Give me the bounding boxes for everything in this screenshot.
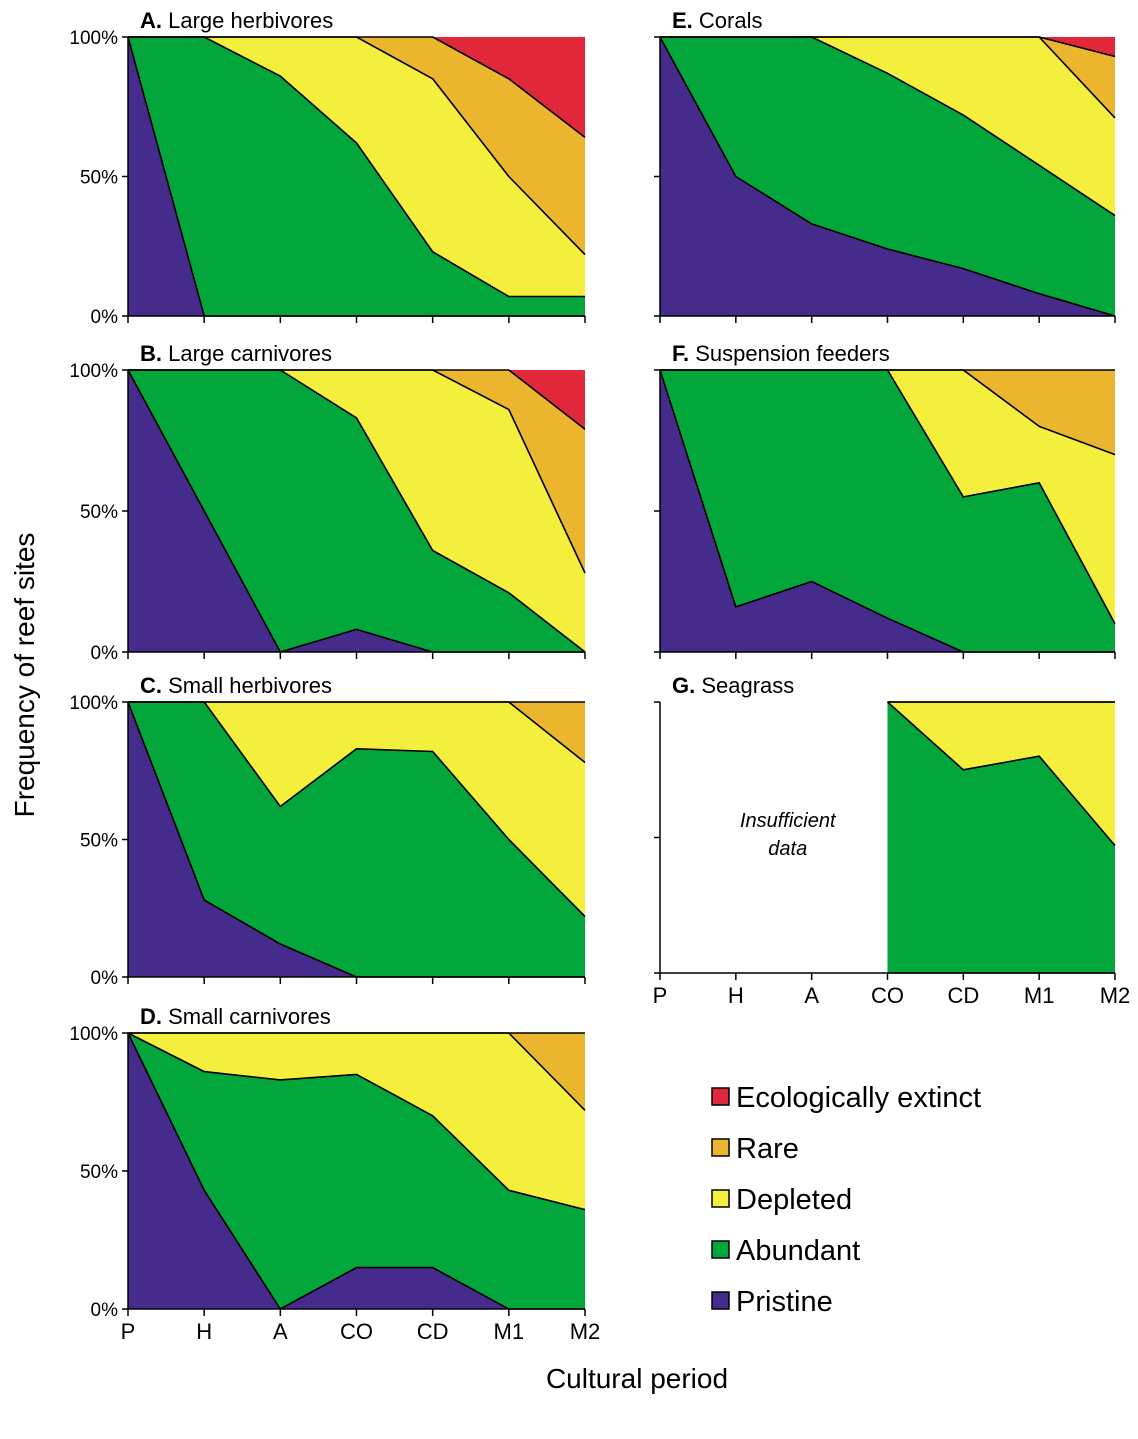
area-pristine	[128, 370, 585, 652]
x-tick-label: M2	[570, 1319, 601, 1344]
area-pristine	[128, 37, 585, 316]
boundary-line	[659, 36, 1116, 317]
x-tick-label: M1	[494, 1319, 525, 1344]
panel-title: B. Large carnivores	[140, 341, 332, 366]
legend-item: Ecologically extinct	[711, 1082, 981, 1114]
y-tick-label: 100%	[69, 693, 118, 714]
area-depleted	[660, 370, 1115, 624]
panel-title: G. Seagrass	[672, 673, 794, 698]
area-pristine	[128, 1033, 585, 1309]
area-depleted	[887, 702, 1115, 846]
panel-title: F. Suspension feeders	[672, 341, 890, 366]
panel-title: E. Corals	[672, 8, 762, 33]
panel-title: C. Small herbivores	[140, 673, 332, 698]
boundary-line	[128, 36, 586, 139]
panel-b: 0% 50% 100% B. Large carnivores	[69, 341, 586, 664]
panels-layer: 0% 50% 100% A. Large herbivores 0% 50% 100% B. …	[69, 8, 1130, 1344]
area-rare	[128, 702, 585, 763]
legend-item: Abundant	[711, 1235, 860, 1267]
legend-item: Pristine	[711, 1286, 833, 1318]
boundary-line	[660, 36, 1116, 58]
y-tick-label: 50%	[80, 168, 118, 189]
area-rare	[128, 37, 585, 255]
x-tick-label: CO	[871, 983, 904, 1008]
y-tick-label: 0%	[91, 307, 119, 328]
area-abundant	[128, 37, 585, 316]
legend-label: Pristine	[736, 1286, 833, 1318]
y-tick-label: 0%	[91, 968, 119, 989]
x-tick-label: CD	[947, 983, 979, 1008]
y-tick-label: 50%	[80, 502, 118, 523]
legend-swatch	[711, 1240, 730, 1259]
area-abundant	[128, 1033, 585, 1309]
area-pristine	[660, 37, 1115, 316]
panel-title: A. Large herbivores	[140, 8, 333, 33]
legend-label: Abundant	[736, 1235, 860, 1267]
panel-title: D. Small carnivores	[140, 1004, 331, 1029]
boundary-line	[128, 369, 586, 430]
y-axis-label: Frequency of reef sites	[9, 533, 40, 818]
area-abundant	[128, 702, 585, 977]
y-tick-label: 50%	[80, 1162, 118, 1183]
area-depleted	[128, 37, 585, 297]
area-abundant	[887, 702, 1115, 973]
x-tick-label: P	[121, 1319, 136, 1344]
legend-label: Depleted	[736, 1184, 852, 1216]
area-abundant	[660, 370, 1115, 652]
area-ecologically-extinct	[128, 370, 585, 430]
panel-f: F. Suspension feeders	[654, 341, 1116, 659]
legend-item: Rare	[711, 1133, 799, 1165]
y-tick-label: 100%	[69, 28, 118, 49]
panel-e: E. Corals	[654, 8, 1116, 323]
x-tick-label: A	[273, 1319, 288, 1344]
legend-swatch	[711, 1087, 730, 1106]
y-tick-label: 50%	[80, 831, 118, 852]
boundary-line	[886, 701, 1116, 847]
legend-item: Depleted	[711, 1184, 852, 1216]
area-depleted	[660, 37, 1115, 216]
y-tick-label: 100%	[69, 1024, 118, 1045]
x-tick-label: M2	[1100, 983, 1131, 1008]
legend-label: Rare	[736, 1133, 799, 1165]
area-abundant	[660, 37, 1115, 316]
area-depleted	[128, 370, 585, 652]
area-ecologically-extinct	[128, 37, 585, 138]
legend-swatch	[711, 1138, 730, 1157]
area-ecologically-extinct	[660, 37, 1115, 57]
area-rare	[128, 1033, 585, 1111]
x-tick-label: P	[653, 983, 668, 1008]
y-tick-label: 0%	[91, 643, 119, 664]
annotation: Insufficient data	[740, 810, 837, 860]
legend: Ecologically extinct Rare Depleted Abundant…	[711, 1082, 981, 1318]
panel-g: P H A CO CD M1 M2 G. Seagrass Insufficient data	[653, 673, 1131, 1008]
area-rare	[660, 370, 1115, 455]
x-tick-label: CD	[417, 1319, 449, 1344]
x-tick-label: A	[804, 983, 819, 1008]
y-tick-label: 0%	[91, 1300, 119, 1321]
boundary-line	[127, 1032, 586, 1211]
legend-swatch	[711, 1291, 730, 1310]
area-pristine	[128, 702, 585, 977]
panel-c: 0% 50% 100% C. Small herbivores	[69, 673, 586, 989]
y-tick-label: 100%	[69, 361, 118, 382]
x-axis-label: Cultural period	[546, 1363, 728, 1394]
panel-d: 0% 50% 100% P H A CO CD M1 M2 D. Small carnivores	[69, 1004, 600, 1344]
panel-a: 0% 50% 100% A. Large herbivores	[69, 8, 586, 328]
legend-label: Ecologically extinct	[736, 1082, 981, 1114]
area-depleted	[128, 702, 585, 917]
area-pristine	[660, 370, 1115, 652]
legend-swatch	[711, 1189, 730, 1208]
x-tick-label: H	[728, 983, 744, 1008]
x-tick-label: H	[196, 1319, 212, 1344]
x-tick-label: M1	[1024, 983, 1055, 1008]
x-tick-label: CO	[340, 1319, 373, 1344]
area-depleted	[128, 1033, 585, 1210]
